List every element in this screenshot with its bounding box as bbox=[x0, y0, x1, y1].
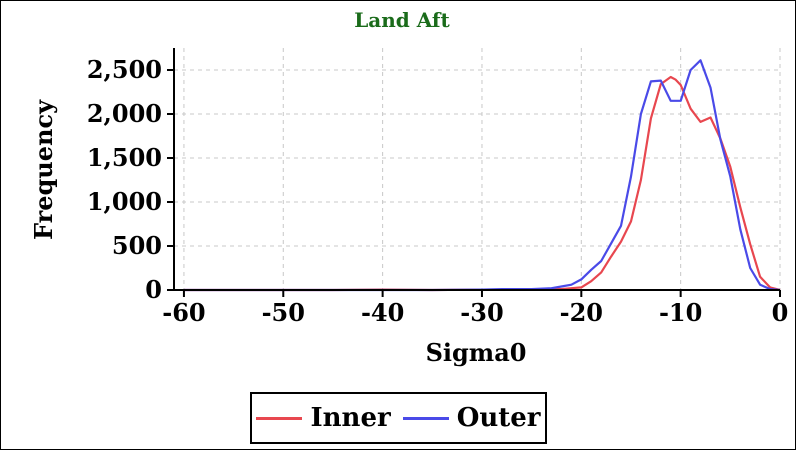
y-tick-label: 2,500 bbox=[87, 55, 162, 84]
y-tick-label: 1,500 bbox=[87, 143, 162, 172]
series-line-outer bbox=[183, 59, 781, 292]
legend-entry-inner: Inner bbox=[256, 403, 391, 433]
chart-legend: Inner Outer bbox=[250, 392, 547, 444]
y-tick-label: 2,000 bbox=[87, 99, 162, 128]
chart-ticks: -60 -50 -40 -30 -20 -10 0 0 500 1,000 1,500 2,000 2,… bbox=[87, 55, 789, 327]
x-tick-label: -10 bbox=[659, 298, 702, 327]
legend-label-outer: Outer bbox=[456, 403, 541, 433]
y-axis-label: Frequency bbox=[29, 99, 58, 240]
x-tick-label: -50 bbox=[262, 298, 305, 327]
x-tick-label: -30 bbox=[460, 298, 503, 327]
y-tick-label: 0 bbox=[145, 275, 162, 304]
x-tick-label: -60 bbox=[162, 298, 205, 327]
legend-swatch-inner bbox=[256, 416, 303, 420]
legend-swatch-outer bbox=[402, 416, 449, 420]
x-axis-label: Sigma0 bbox=[426, 338, 527, 367]
x-tick-label: -20 bbox=[560, 298, 603, 327]
chart-title: Land Aft bbox=[354, 8, 450, 32]
x-tick-label: 0 bbox=[772, 298, 789, 327]
y-tick-label: 500 bbox=[112, 231, 162, 260]
chart-grid bbox=[174, 48, 781, 291]
chart-series-layer bbox=[183, 59, 781, 292]
x-tick-label: -40 bbox=[361, 298, 404, 327]
y-tick-label: 1,000 bbox=[87, 187, 162, 216]
chart-axes bbox=[173, 48, 780, 291]
legend-entry-outer: Outer bbox=[402, 403, 541, 433]
legend-label-inner: Inner bbox=[310, 403, 391, 433]
